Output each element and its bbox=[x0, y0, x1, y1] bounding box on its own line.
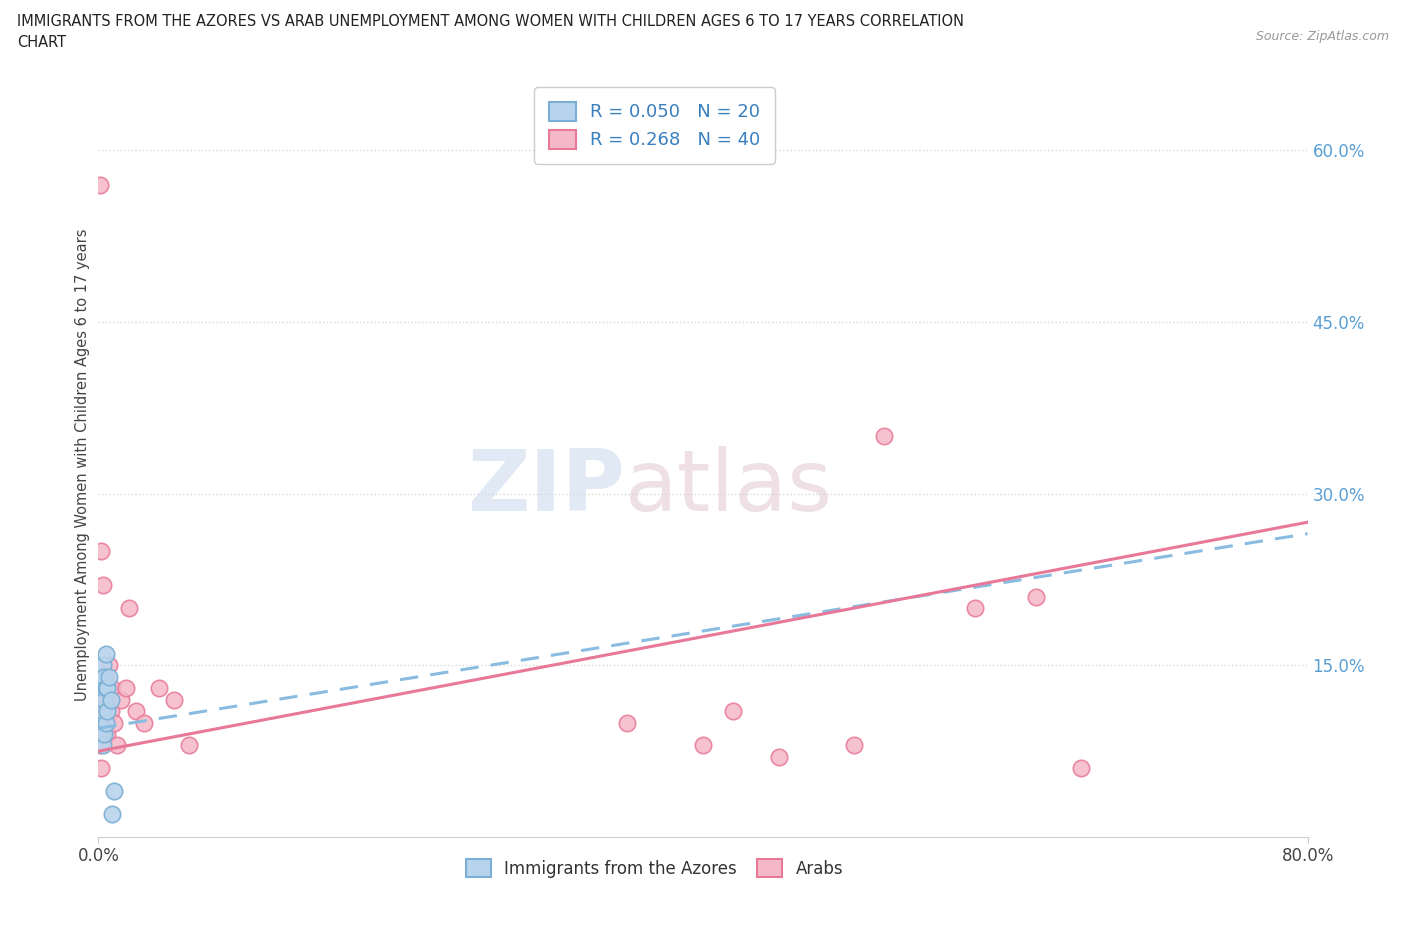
Point bbox=[91, 692, 114, 707]
Point bbox=[96, 704, 118, 719]
Point bbox=[93, 704, 115, 719]
Point bbox=[89, 715, 111, 730]
Point bbox=[91, 704, 114, 719]
Point bbox=[616, 715, 638, 730]
Point bbox=[965, 601, 987, 616]
Point bbox=[90, 681, 112, 696]
Point bbox=[163, 692, 186, 707]
Point bbox=[90, 543, 112, 558]
Point bbox=[96, 681, 118, 696]
Point bbox=[100, 692, 122, 707]
Point bbox=[844, 738, 866, 753]
Point bbox=[873, 429, 896, 444]
Point bbox=[94, 681, 117, 696]
Point bbox=[723, 704, 745, 719]
Point bbox=[98, 658, 121, 672]
Point bbox=[94, 715, 117, 730]
Point bbox=[132, 715, 155, 730]
Point bbox=[96, 704, 118, 719]
Point bbox=[94, 715, 117, 730]
Point bbox=[93, 681, 115, 696]
Point bbox=[90, 761, 112, 776]
Y-axis label: Unemployment Among Women with Children Ages 6 to 17 years: Unemployment Among Women with Children A… bbox=[75, 229, 90, 701]
Text: Source: ZipAtlas.com: Source: ZipAtlas.com bbox=[1256, 30, 1389, 43]
Point bbox=[110, 692, 132, 707]
Point bbox=[692, 738, 714, 753]
Point bbox=[1024, 590, 1046, 604]
Point bbox=[89, 738, 111, 753]
Text: CHART: CHART bbox=[17, 35, 66, 50]
Point bbox=[98, 670, 121, 684]
Point bbox=[118, 601, 141, 616]
Point bbox=[93, 726, 115, 741]
Point bbox=[94, 670, 117, 684]
Point bbox=[98, 681, 121, 696]
Text: ZIP: ZIP bbox=[467, 445, 624, 529]
Point bbox=[91, 738, 114, 753]
Point bbox=[105, 738, 128, 753]
Point bbox=[90, 715, 112, 730]
Point bbox=[91, 670, 114, 684]
Text: atlas: atlas bbox=[624, 445, 832, 529]
Point bbox=[94, 646, 117, 661]
Point bbox=[179, 738, 201, 753]
Point bbox=[90, 726, 112, 741]
Point bbox=[768, 750, 790, 764]
Point bbox=[91, 578, 114, 592]
Point bbox=[103, 784, 125, 799]
Point bbox=[89, 177, 111, 192]
Point bbox=[89, 670, 111, 684]
Point bbox=[94, 692, 117, 707]
Point bbox=[1070, 761, 1092, 776]
Point bbox=[114, 681, 136, 696]
Point bbox=[100, 704, 122, 719]
Point bbox=[101, 806, 124, 821]
Point bbox=[101, 681, 124, 696]
Point bbox=[93, 670, 115, 684]
Point bbox=[93, 726, 115, 741]
Point bbox=[93, 692, 115, 707]
Legend: Immigrants from the Azores, Arabs: Immigrants from the Azores, Arabs bbox=[460, 853, 849, 884]
Point bbox=[91, 658, 114, 672]
Point bbox=[100, 692, 122, 707]
Text: IMMIGRANTS FROM THE AZORES VS ARAB UNEMPLOYMENT AMONG WOMEN WITH CHILDREN AGES 6: IMMIGRANTS FROM THE AZORES VS ARAB UNEMP… bbox=[17, 14, 965, 29]
Point bbox=[103, 715, 125, 730]
Point bbox=[148, 681, 170, 696]
Point bbox=[91, 681, 114, 696]
Point bbox=[96, 726, 118, 741]
Point bbox=[125, 704, 148, 719]
